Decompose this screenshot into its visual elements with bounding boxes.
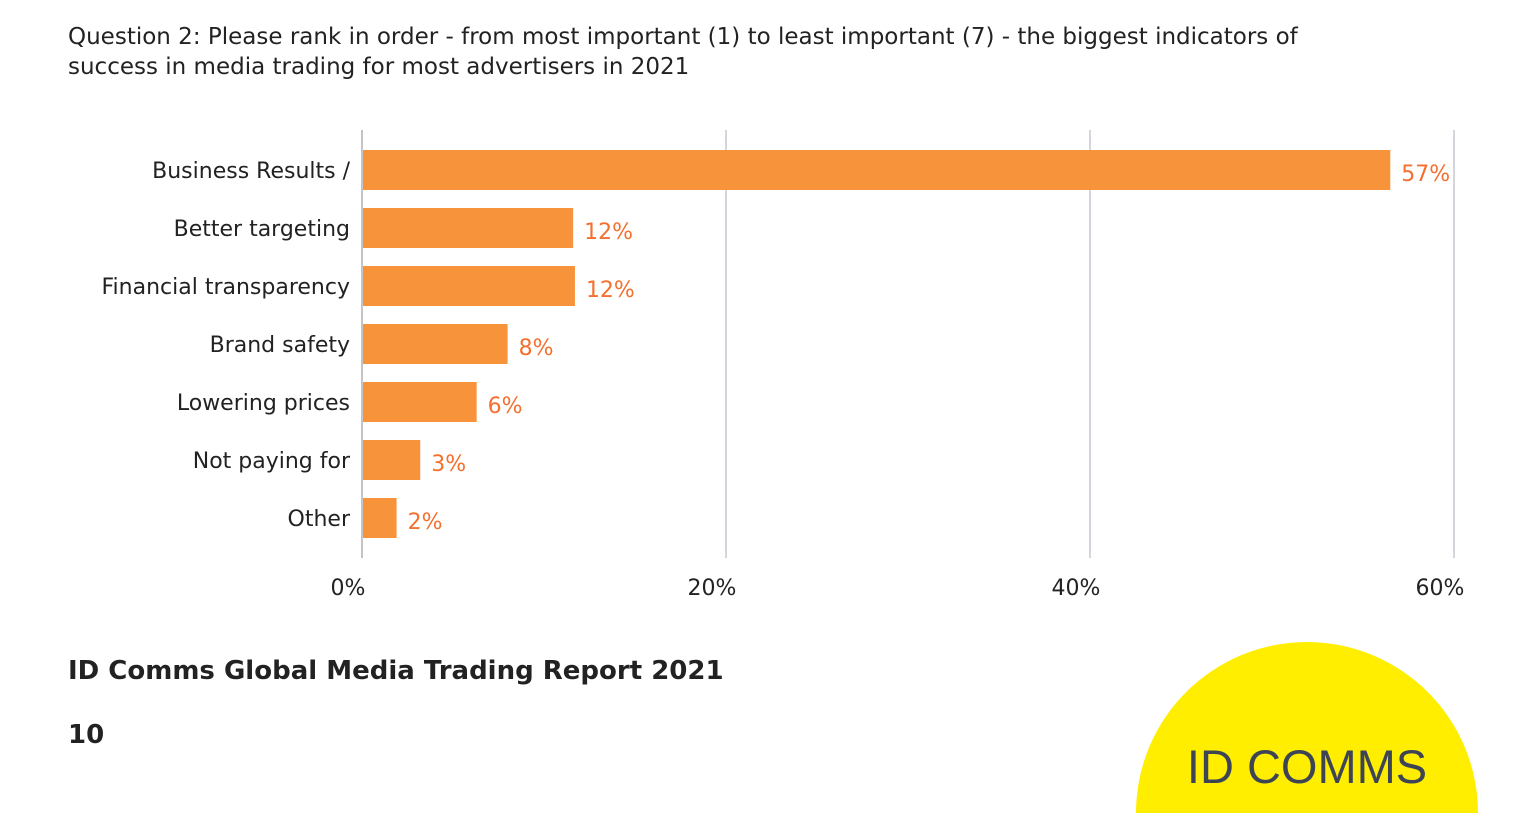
logo-semicircle [1136,642,1478,813]
x-tick-label: 40% [1052,576,1101,601]
data-label: 57% [1401,162,1450,187]
category-label: Not paying for [193,449,351,474]
bar [363,382,477,422]
report-source: ID Comms Global Media Trading Report 202… [68,656,724,686]
x-tick-label: 60% [1416,576,1465,601]
data-label: 2% [408,510,443,535]
category-label: Brand safety [210,333,350,358]
data-label: 8% [519,336,554,361]
bar [363,208,574,248]
category-label: Other [288,507,351,532]
category-label: Lowering prices [177,391,350,416]
category-label: Financial transparency [102,275,351,300]
chart-title: Question 2: Please rank in order - from … [68,24,1298,80]
logo-text: ID COMMS [1187,740,1427,793]
data-label: 6% [488,394,523,419]
category-label: Business Results / [152,159,350,184]
bar [363,266,575,306]
x-tick-label: 20% [688,576,737,601]
category-label: Better targeting [174,217,350,242]
bar [363,440,421,480]
bar [363,498,397,538]
data-label: 3% [431,452,466,477]
data-label: 12% [584,220,633,245]
bar [363,324,508,364]
x-tick-label: 0% [331,576,366,601]
page-number: 10 [68,720,105,750]
bar [363,150,1391,190]
data-label: 12% [586,278,635,303]
